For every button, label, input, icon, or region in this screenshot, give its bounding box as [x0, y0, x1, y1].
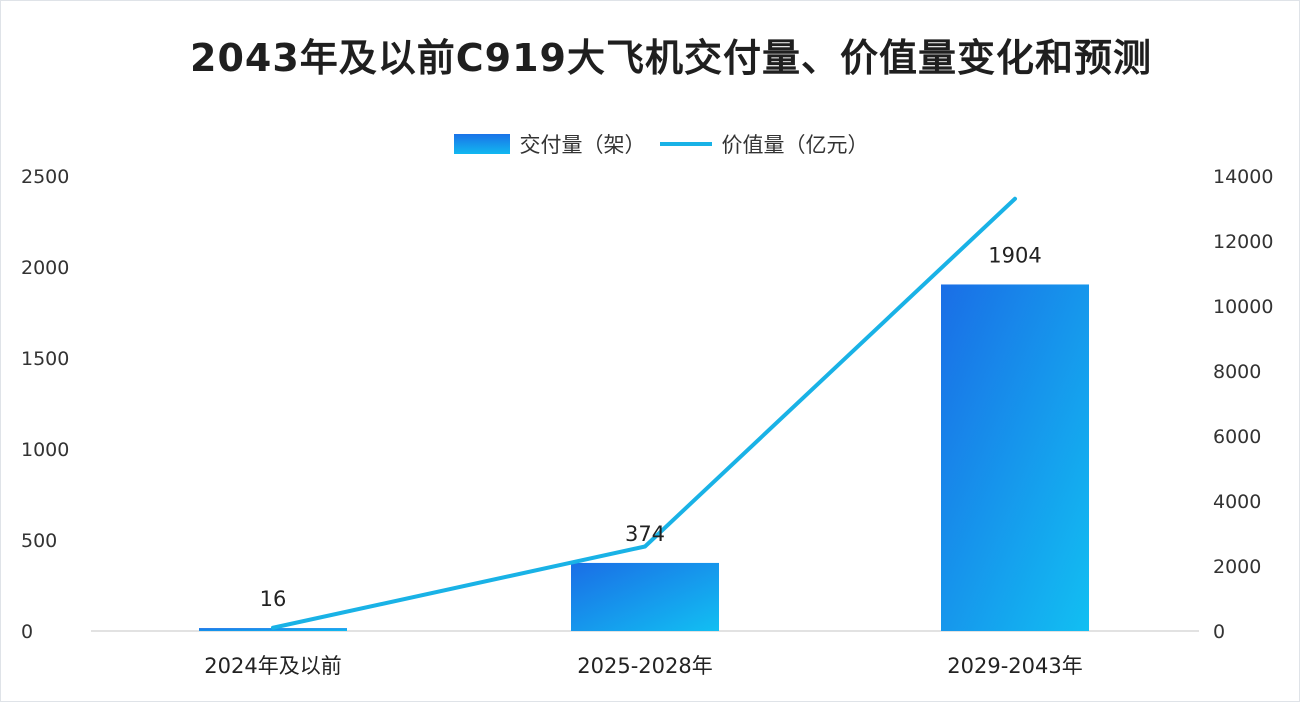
bar-data-label: 16 — [260, 587, 287, 611]
left-tick-label: 1500 — [21, 348, 69, 370]
right-tick-label: 0 — [1213, 621, 1225, 643]
line-series — [271, 196, 1017, 630]
left-axis-ticks: 0 500 1000 1500 2000 2500 — [21, 166, 69, 643]
left-tick-label: 500 — [21, 530, 57, 552]
legend-label-deliveries: 交付量（架） — [519, 133, 646, 157]
bar-data-label: 1904 — [988, 243, 1041, 267]
legend-item-deliveries: 交付量（架） — [453, 129, 646, 159]
bar — [941, 284, 1089, 631]
right-tick-label: 2000 — [1213, 556, 1261, 578]
left-tick-label: 2500 — [21, 166, 69, 188]
right-tick-label: 6000 — [1213, 426, 1261, 448]
right-axis-ticks: 0 2000 4000 6000 8000 10000 12000 14000 — [1213, 166, 1273, 643]
right-tick-label: 4000 — [1213, 491, 1261, 513]
legend-swatch-bar — [453, 134, 510, 154]
category-label: 2024年及以前 — [204, 654, 341, 678]
right-tick-label: 14000 — [1213, 166, 1273, 188]
category-label: 2025-2028年 — [577, 654, 712, 678]
legend-item-value: 价值量（亿元） — [659, 129, 869, 159]
bar-series — [199, 284, 1089, 631]
bar-data-labels: 16 374 1904 — [260, 243, 1042, 611]
bar — [571, 562, 719, 631]
category-labels: 2024年及以前 2025-2028年 2029-2043年 — [204, 654, 1082, 678]
legend-swatch-line — [659, 142, 712, 146]
bar-data-label: 374 — [625, 522, 665, 546]
left-tick-label: 1000 — [21, 439, 69, 461]
chart-title: 2043年及以前C919大飞机交付量、价值量变化和预测 — [190, 36, 1152, 80]
legend-label-value: 价值量（亿元） — [721, 133, 869, 157]
right-tick-label: 10000 — [1213, 296, 1273, 318]
chart-frame: 2043年及以前C919大飞机交付量、价值量变化和预测 交付量（架） 价值量（亿… — [0, 0, 1300, 702]
left-tick-label: 2000 — [21, 257, 69, 279]
chart-plot: 0 500 1000 1500 2000 2500 0 2000 4000 6000 8000 10… — [21, 166, 1273, 678]
left-tick-label: 0 — [21, 621, 33, 643]
right-tick-label: 8000 — [1213, 361, 1261, 383]
category-label: 2029-2043年 — [947, 654, 1082, 678]
chart-legend: 交付量（架） 价值量（亿元） — [1, 129, 1300, 159]
right-tick-label: 12000 — [1213, 231, 1273, 253]
value-line — [271, 196, 1017, 630]
